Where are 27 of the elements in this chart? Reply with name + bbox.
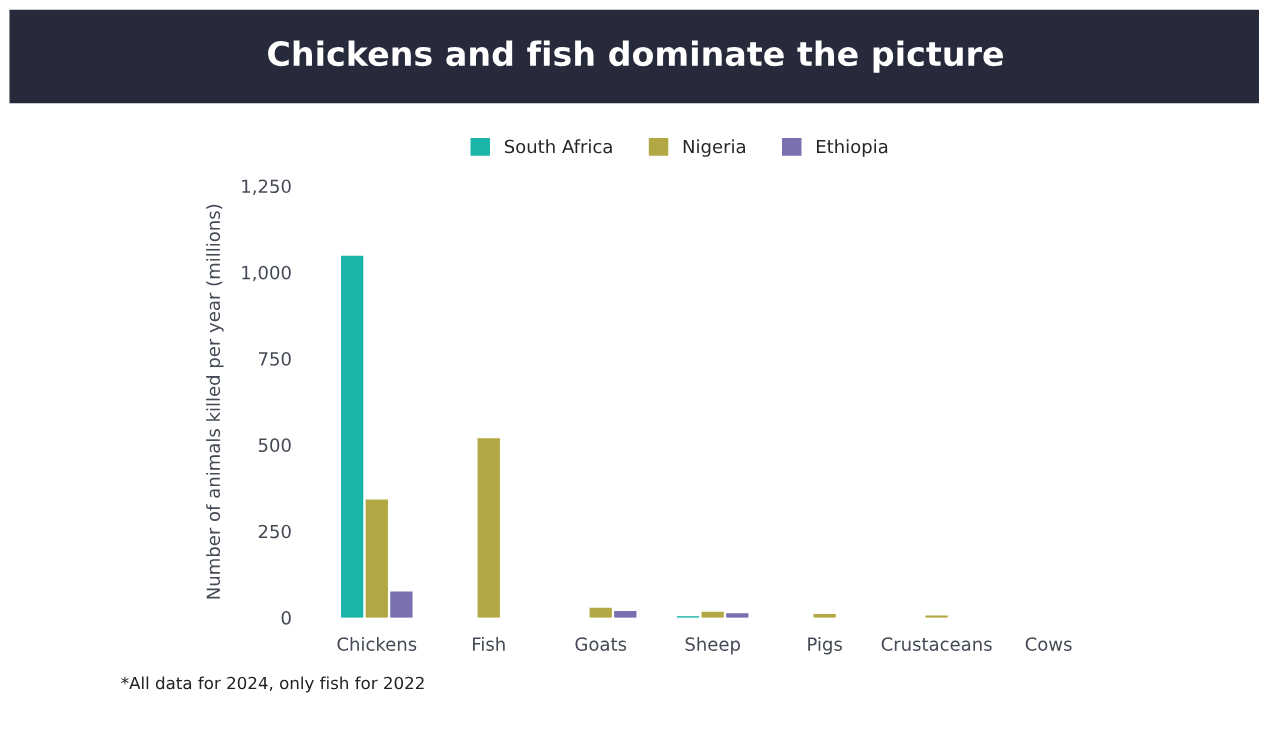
x-tick-label: Cows	[1025, 637, 1072, 651]
text: *All data for 2024, only fish for 2022	[121, 676, 424, 693]
y-axis-title: Number of animals killed per year (millions)	[206, 204, 224, 599]
y-tick-label: 0	[281, 610, 291, 625]
bar	[365, 499, 388, 618]
x-tick-label: Sheep	[685, 636, 740, 655]
x-tick-label: Chickens	[337, 636, 417, 651]
y-tick-label: 1,250	[242, 179, 291, 195]
y-tick-label: 750	[258, 352, 291, 366]
legend-label: South Africa	[504, 139, 612, 154]
x-tick-label: Crustaceans	[881, 637, 992, 651]
bar	[589, 607, 612, 618]
y-tick-label: 250	[258, 524, 291, 539]
y-tick-label: 500	[258, 438, 291, 453]
y-tick-label: 1,000	[242, 265, 291, 282]
bar	[813, 614, 836, 618]
bar	[614, 610, 637, 618]
legend-label: Ethiopia	[817, 139, 888, 157]
bar	[390, 591, 413, 618]
bar	[477, 438, 500, 618]
x-tick-label: Fish	[473, 636, 505, 651]
bar	[726, 613, 749, 618]
legend-label: Nigeria	[683, 139, 745, 157]
chart-title: Chickens and fish dominate the picture	[268, 40, 1003, 73]
x-tick-label: Goats	[575, 637, 627, 651]
bar	[340, 255, 364, 618]
x-tick-label: Pigs	[808, 636, 842, 655]
